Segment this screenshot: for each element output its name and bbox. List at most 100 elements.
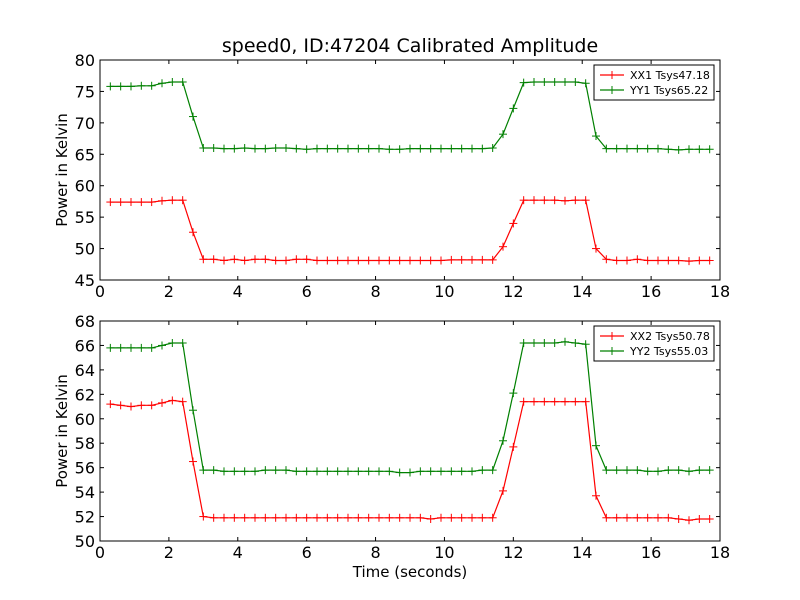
data-point (571, 339, 580, 347)
data-point (468, 513, 476, 522)
data-point (261, 255, 270, 264)
data-point (499, 130, 507, 139)
data-point (509, 389, 518, 398)
data-point (230, 144, 239, 153)
x-tick-label: 16 (641, 282, 661, 301)
data-point (261, 513, 270, 522)
data-point (643, 513, 652, 522)
series-2 (106, 337, 714, 477)
data-point (561, 196, 569, 205)
data-point (426, 256, 435, 265)
legend-item: XX2 Tsys50.78 (600, 330, 710, 343)
data-point (406, 144, 414, 153)
data-point (664, 513, 673, 522)
data-point (313, 513, 321, 522)
data-point (147, 343, 156, 352)
data-point (633, 144, 642, 153)
legend-box (593, 325, 715, 362)
data-point (406, 513, 414, 522)
data-point (540, 196, 549, 205)
data-point (240, 256, 249, 265)
data-point (364, 144, 373, 153)
data-point (406, 256, 414, 265)
data-point (488, 144, 497, 152)
data-point (271, 466, 280, 475)
y-tick-label: 66 (75, 336, 95, 355)
data-point (426, 515, 435, 523)
data-point (550, 339, 559, 347)
plot-frame (99, 59, 721, 281)
data-point (147, 198, 156, 207)
data-point (406, 468, 414, 477)
data-point (499, 486, 507, 495)
data-point (158, 196, 166, 205)
y-axis-label: Power in Kelvin (53, 374, 71, 488)
data-point (571, 397, 580, 406)
data-point (654, 513, 662, 522)
data-point (375, 256, 383, 265)
data-point (581, 397, 590, 406)
data-point (550, 397, 559, 406)
data-point (416, 467, 425, 476)
series-2 (106, 78, 714, 154)
data-point (457, 513, 466, 522)
data-point (581, 340, 590, 349)
data-point (395, 145, 404, 154)
data-point (519, 78, 528, 87)
legend-label: XX2 Tsys50.78 (630, 330, 710, 343)
data-point (251, 144, 259, 153)
data-point (478, 466, 487, 475)
data-point (344, 256, 352, 265)
y-tick-label: 68 (75, 312, 95, 331)
data-point (333, 144, 342, 153)
data-point (561, 78, 569, 86)
x-tick-label: 2 (164, 543, 174, 562)
data-point (251, 513, 259, 522)
data-point (344, 513, 352, 522)
data-point (209, 144, 218, 152)
data-point (457, 144, 466, 153)
legend: XX1 Tsys47.18 YY1 Tsys65.22 (593, 64, 715, 101)
data-point (602, 466, 611, 475)
data-point (220, 144, 228, 153)
data-point (189, 406, 197, 415)
data-point (364, 256, 373, 265)
data-point (488, 466, 497, 475)
x-tick-label: 12 (503, 543, 523, 562)
data-point (137, 81, 146, 90)
data-point (540, 339, 549, 347)
y-tick-label: 55 (75, 208, 95, 227)
data-point (158, 398, 166, 407)
data-point (292, 513, 301, 522)
legend-item: YY1 Tsys65.22 (600, 84, 708, 97)
data-point (251, 255, 259, 264)
y-tick-label: 80 (75, 51, 95, 70)
y-axis-label: Power in Kelvin (53, 113, 71, 227)
data-point (292, 144, 301, 153)
data-point (685, 145, 693, 154)
data-point (302, 513, 311, 522)
data-point (602, 255, 611, 264)
data-point (199, 255, 208, 264)
data-point (447, 144, 456, 153)
data-point (654, 144, 662, 153)
data-point (530, 397, 538, 406)
data-point (633, 255, 642, 264)
data-point (674, 145, 683, 154)
data-point (623, 144, 631, 153)
data-point (488, 255, 497, 264)
y-tick-label: 56 (75, 459, 95, 478)
data-point (209, 513, 218, 522)
x-tick-label: 18 (710, 282, 730, 301)
data-point (323, 256, 332, 265)
data-point (209, 255, 218, 264)
data-point (127, 343, 135, 352)
data-point (354, 513, 363, 522)
data-point (643, 467, 652, 476)
data-point (426, 144, 435, 153)
subplot-2: 0 2 4 6 8 10 12 14 16 1850525456586062646668Power… (53, 312, 730, 562)
data-point (457, 467, 466, 476)
y-tick-label: 60 (75, 177, 95, 196)
data-point (674, 515, 683, 523)
